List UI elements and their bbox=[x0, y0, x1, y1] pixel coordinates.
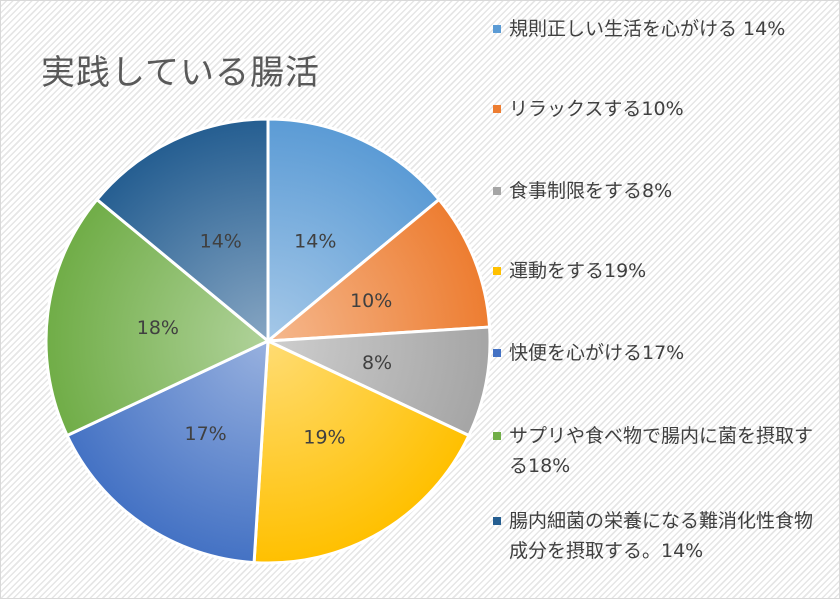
legend-label: 運動をする19% bbox=[509, 260, 647, 282]
legend-label: 食事制限をする8% bbox=[509, 180, 673, 202]
legend-item: 快便を心がける17% bbox=[493, 338, 813, 368]
legend-item: 運動をする19% bbox=[493, 256, 813, 286]
legend-marker bbox=[493, 267, 501, 275]
legend-marker bbox=[493, 349, 501, 357]
legend-item: 規則正しい生活を心がける 14% bbox=[493, 14, 813, 44]
data-label: 8% bbox=[362, 352, 392, 374]
pie-slice bbox=[94, 117, 270, 345]
legend-marker bbox=[493, 187, 501, 195]
legend-label: サプリや食べ物で腸内に菌を摂取する18% bbox=[509, 425, 814, 477]
legend-item: サプリや食べ物で腸内に菌を摂取する18% bbox=[493, 421, 813, 481]
pie-slice bbox=[267, 325, 492, 438]
pie-slice bbox=[252, 338, 471, 565]
legend-label: 規則正しい生活を心がける 14% bbox=[509, 18, 786, 40]
legend-label: 快便を心がける17% bbox=[509, 342, 685, 364]
pie-slice bbox=[44, 197, 271, 438]
data-label: 10% bbox=[350, 290, 392, 312]
legend-marker bbox=[493, 105, 501, 113]
legend-label: 腸内細菌の栄養になる難消化性食物成分を摂取する。14% bbox=[509, 510, 814, 562]
legend-marker bbox=[493, 25, 501, 33]
data-label: 14% bbox=[294, 231, 336, 253]
legend-item: 食事制限をする8% bbox=[493, 176, 813, 206]
legend-marker bbox=[493, 432, 501, 440]
data-label: 19% bbox=[303, 427, 345, 449]
legend-label: リラックスする10% bbox=[509, 98, 684, 120]
pie-slice bbox=[263, 197, 492, 343]
pie-slice bbox=[65, 338, 270, 565]
data-label: 18% bbox=[137, 317, 179, 339]
legend-item: リラックスする10% bbox=[493, 94, 813, 124]
chart-title: 実践している腸活 bbox=[41, 53, 320, 93]
legend-item: 腸内細菌の栄養になる難消化性食物成分を摂取する。14% bbox=[493, 506, 813, 566]
data-label: 14% bbox=[200, 231, 242, 253]
legend-marker bbox=[493, 517, 501, 525]
pie-slice bbox=[266, 117, 442, 345]
data-label: 17% bbox=[184, 423, 226, 445]
